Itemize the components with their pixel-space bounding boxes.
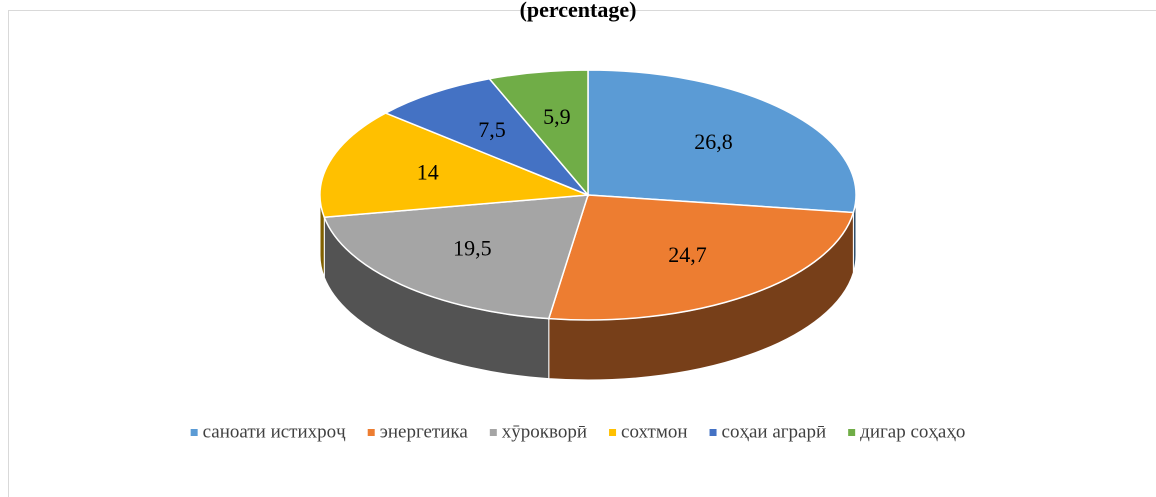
legend-marker xyxy=(609,429,617,436)
slice xyxy=(547,194,855,321)
slice xyxy=(323,194,590,320)
legend-label: хӯрокворӣ xyxy=(502,421,587,442)
slice xyxy=(487,69,589,198)
legend-marker xyxy=(367,429,375,436)
data-label: 7,5 xyxy=(478,117,506,142)
data-label: 5,9 xyxy=(543,104,571,129)
legend-marker xyxy=(489,429,497,436)
legend-marker xyxy=(190,429,198,436)
data-label: 14 xyxy=(417,160,439,185)
data-label: 26,8 xyxy=(694,129,733,154)
legend-label: сохтмон xyxy=(621,421,687,442)
slice xyxy=(587,69,857,214)
chart-title: (percentage) xyxy=(520,0,637,22)
slice xyxy=(319,112,589,219)
legend-label: энергетика xyxy=(380,421,469,442)
legend-marker xyxy=(709,429,717,436)
data-label: 24,7 xyxy=(668,242,707,267)
legend-label: саноати истихроҷ xyxy=(203,421,347,442)
slice xyxy=(383,77,589,196)
legend-marker xyxy=(848,429,856,436)
legend-label: дигар соҳаҳо xyxy=(860,421,965,442)
legend-label: соҳаи аграрӣ xyxy=(722,421,827,442)
data-label: 19,5 xyxy=(453,236,492,261)
